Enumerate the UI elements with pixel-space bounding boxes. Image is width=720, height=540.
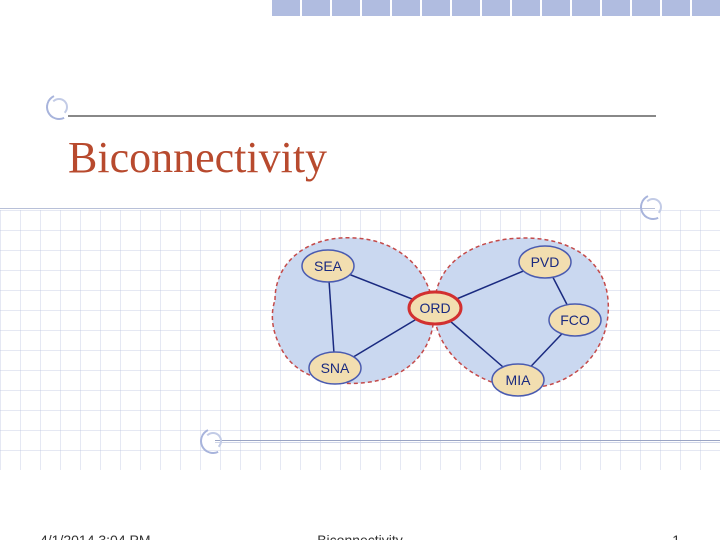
node-fco: FCO <box>549 304 601 336</box>
node-ord: ORD <box>409 292 461 324</box>
node-sea: SEA <box>302 250 354 282</box>
node-label: SNA <box>321 360 350 376</box>
footer-page: 1 <box>672 532 680 540</box>
node-label: FCO <box>560 312 590 328</box>
node-pvd: PVD <box>519 246 571 278</box>
footer-timestamp: 4/1/2014 3:04 PM <box>40 532 151 540</box>
node-mia: MIA <box>492 364 544 396</box>
node-label: ORD <box>419 300 450 316</box>
node-label: MIA <box>506 372 532 388</box>
footer-title: Biconnectivity <box>317 532 403 540</box>
graph-diagram: SEA SNA ORD PVD FCO MIA <box>0 0 720 540</box>
slide: Biconnectivity SEA SNA ORD PVD FCO MIA 4/1/20… <box>0 0 720 540</box>
node-label: SEA <box>314 258 343 274</box>
node-label: PVD <box>531 254 560 270</box>
node-sna: SNA <box>309 352 361 384</box>
